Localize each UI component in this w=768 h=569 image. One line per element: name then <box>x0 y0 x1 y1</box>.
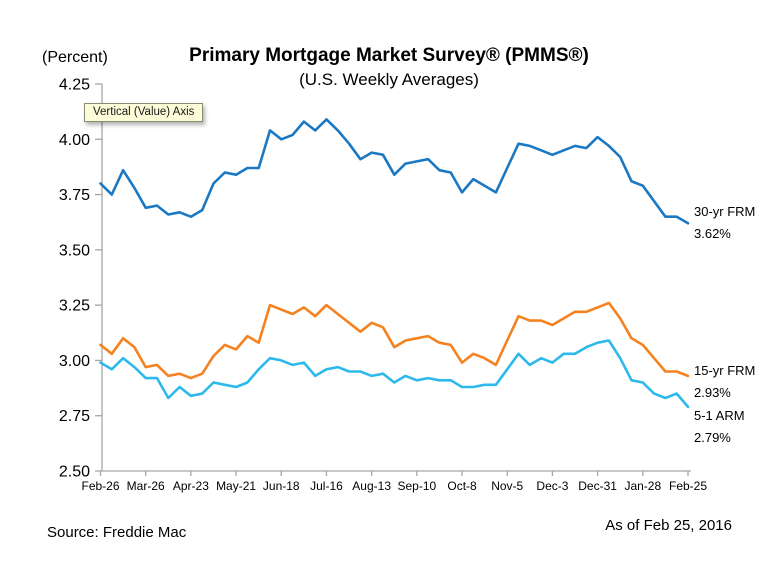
x-tick-label: May-21 <box>216 479 256 493</box>
x-tick-label: Jan-28 <box>624 479 661 493</box>
series-label-5-1-arm-name: 5-1 ARM <box>694 408 745 423</box>
y-tick-label: 3.75 <box>59 187 90 204</box>
series-label-30yr-frm-value: 3.62% <box>694 226 731 241</box>
series-label-15yr-frm-value: 2.93% <box>694 385 731 400</box>
x-tick-label: Jun-18 <box>263 479 300 493</box>
x-tick-label: Oct-8 <box>447 479 477 493</box>
y-tick-label: 3.00 <box>59 353 90 370</box>
y-tick-label: 4.00 <box>59 132 90 149</box>
series-line-15-yr-frm[interactable] <box>99 301 690 380</box>
series-label-5-1-arm-value: 2.79% <box>694 430 731 445</box>
x-tick-label: Sep-10 <box>397 479 436 493</box>
x-tick-label: Dec-31 <box>578 479 617 493</box>
y-tick-label: 4.25 <box>59 77 90 94</box>
series-label-30yr-frm: 30-yr FRM 3.62% <box>694 201 755 245</box>
y-tick-label: 2.75 <box>59 408 90 425</box>
x-tick-label: Dec-3 <box>536 479 568 493</box>
vertical-axis-tooltip: Vertical (Value) Axis <box>84 103 204 122</box>
chart-subtitle: (U.S. Weekly Averages) <box>299 70 479 89</box>
chart-title: Primary Mortgage Market Survey® (PMMS®) <box>189 45 589 66</box>
x-tick-label: Feb-26 <box>81 479 119 493</box>
x-tick-label: Jul-16 <box>310 479 343 493</box>
as-of-date: As of Feb 25, 2016 <box>605 517 732 534</box>
y-tick-label: 2.50 <box>59 464 90 481</box>
x-tick-label: Nov-5 <box>491 479 523 493</box>
y-tick-label: 3.25 <box>59 298 90 315</box>
series-label-15yr-frm-name: 15-yr FRM <box>694 363 756 378</box>
y-tick-label: 3.50 <box>59 242 90 259</box>
series-label-15yr-frm: 15-yr FRM 2.93% <box>694 360 755 404</box>
series-line-30-yr-frm[interactable] <box>99 118 690 225</box>
x-tick-label: Feb-25 <box>669 479 707 493</box>
series-label-30yr-frm-name: 30-yr FRM <box>694 204 756 219</box>
y-axis-unit-label: (Percent) <box>42 49 108 66</box>
x-tick-label: Aug-13 <box>352 479 391 493</box>
series-line-5-1-arm[interactable] <box>99 339 690 409</box>
series-label-5-1-arm: 5-1 ARM 2.79% <box>694 405 745 449</box>
source-credit: Source: Freddie Mac <box>47 524 187 541</box>
x-tick-label: Mar-26 <box>127 479 165 493</box>
x-tick-label: Apr-23 <box>173 479 209 493</box>
